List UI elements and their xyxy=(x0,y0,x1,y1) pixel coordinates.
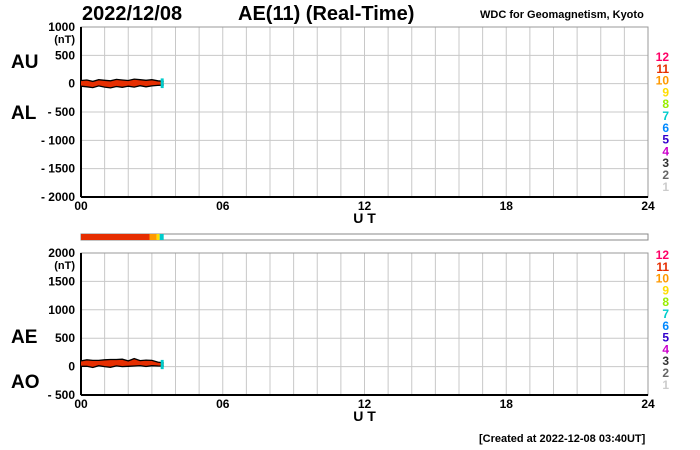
series-line-ao xyxy=(81,364,164,369)
station-key-2: 2 xyxy=(662,366,669,380)
y-tick-label: 1500 xyxy=(48,274,75,288)
x-tick-label: 00 xyxy=(74,397,88,411)
x-tick-label: 12 xyxy=(358,397,372,411)
y-tick-label: - 2000 xyxy=(41,190,75,204)
y-tick-label: - 1500 xyxy=(41,162,75,176)
x-axis-label: U T xyxy=(353,408,376,424)
y-tick-label: 1000 xyxy=(48,20,75,34)
chart-date: 2022/12/08 xyxy=(82,3,183,25)
al-label: AL xyxy=(11,103,37,124)
series-end-marker xyxy=(160,78,164,89)
y-tick-label: 0 xyxy=(68,360,75,374)
y-unit-label: (nT) xyxy=(54,260,75,272)
y-tick-label: - 500 xyxy=(48,388,76,402)
station-key-2: 2 xyxy=(662,168,669,182)
station-key-3: 3 xyxy=(662,354,669,368)
station-key-6: 6 xyxy=(662,319,669,333)
ae-label: AE xyxy=(11,327,38,348)
y-tick-label: 500 xyxy=(55,48,75,62)
series-end-marker xyxy=(160,359,164,370)
y-tick-label: 1000 xyxy=(48,303,75,317)
station-key-11: 11 xyxy=(656,62,669,76)
station-key-4: 4 xyxy=(662,144,669,158)
station-key-8: 8 xyxy=(662,295,669,309)
x-tick-label: 18 xyxy=(500,199,514,213)
station-key-7: 7 xyxy=(662,307,669,321)
y-tick-label: - 1000 xyxy=(41,133,75,147)
availability-segment xyxy=(81,234,150,240)
ao-label: AO xyxy=(11,372,40,393)
y-tick-label: 2000 xyxy=(48,246,75,260)
station-key-12: 12 xyxy=(656,50,670,64)
series-line-au xyxy=(80,78,164,83)
x-axis-label: U T xyxy=(353,210,376,226)
station-key-10: 10 xyxy=(656,272,670,286)
station-key-4: 4 xyxy=(662,342,669,356)
station-key-3: 3 xyxy=(662,156,669,170)
station-key-1: 1 xyxy=(662,378,669,392)
x-tick-label: 06 xyxy=(216,397,230,411)
station-key-8: 8 xyxy=(662,97,669,111)
station-key-9: 9 xyxy=(662,85,669,99)
x-tick-label: 12 xyxy=(358,199,372,213)
station-key-10: 10 xyxy=(656,74,670,88)
series-line-al xyxy=(80,84,164,89)
y-tick-label: 500 xyxy=(55,331,75,345)
x-tick-label: 06 xyxy=(216,199,230,213)
y-tick-label: 0 xyxy=(68,77,75,91)
au-label: AU xyxy=(11,52,39,73)
station-key-1: 1 xyxy=(662,180,669,194)
chart-title: AE(11) (Real-Time) xyxy=(238,3,415,25)
availability-segment xyxy=(149,234,157,240)
station-key-5: 5 xyxy=(662,331,669,345)
x-tick-label: 00 xyxy=(74,199,88,213)
availability-segment xyxy=(159,234,164,240)
station-key-5: 5 xyxy=(662,133,669,147)
station-key-9: 9 xyxy=(662,283,669,297)
data-source: WDC for Geomagnetism, Kyoto xyxy=(480,9,644,21)
x-tick-label: 24 xyxy=(641,397,655,411)
station-key-11: 11 xyxy=(656,260,669,274)
station-key-6: 6 xyxy=(662,121,669,135)
availability-bar xyxy=(80,233,649,241)
station-key-7: 7 xyxy=(662,109,669,123)
x-tick-label: 18 xyxy=(500,397,514,411)
station-key-12: 12 xyxy=(656,248,670,262)
availability-segment xyxy=(156,234,160,240)
y-tick-label: - 500 xyxy=(48,105,76,119)
y-unit-label: (nT) xyxy=(54,34,75,46)
x-tick-label: 24 xyxy=(641,199,655,213)
created-timestamp: [Created at 2022-12-08 03:40UT] xyxy=(479,433,646,445)
series-line-ae xyxy=(80,357,164,364)
